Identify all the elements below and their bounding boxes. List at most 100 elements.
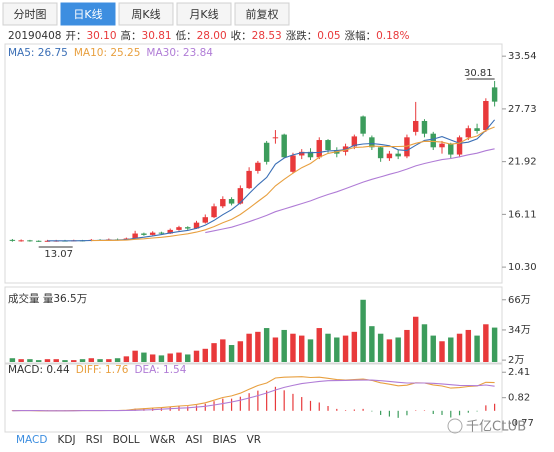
- volume-bar: [202, 348, 208, 362]
- volume-bar: [62, 360, 68, 362]
- indicator-tab[interactable]: ASI: [185, 434, 202, 446]
- candle-body: [167, 229, 173, 234]
- volume-bar: [158, 355, 165, 362]
- indicator-tab[interactable]: BOLL: [113, 434, 140, 446]
- volume-bar: [369, 326, 375, 362]
- min-label: 13.07: [44, 249, 73, 260]
- volume-bar: [474, 335, 480, 362]
- volume-bar: [141, 352, 147, 362]
- indicator-tab[interactable]: VR: [247, 434, 261, 446]
- quote-label: 高：: [121, 29, 142, 42]
- volume-bar: [228, 345, 235, 362]
- quote-line: 20190408 开：30.10 高：30.81 低：28.00 收：28.53 涨跌：0…: [8, 29, 409, 42]
- tab[interactable]: [234, 2, 290, 26]
- volume-bar: [351, 331, 358, 362]
- quote-value: 0.05: [317, 30, 340, 42]
- candle-body: [412, 120, 419, 132]
- quote-value: 0.18%: [376, 30, 409, 42]
- indicator-tab[interactable]: BIAS: [212, 434, 236, 446]
- volume-bar: [132, 350, 138, 362]
- tab[interactable]: [2, 2, 58, 26]
- indicator-tab[interactable]: W&R: [150, 434, 176, 446]
- candle-body: [421, 120, 428, 134]
- macd-title: MACD: 0.44 DIFF: 1.76 DEA: 1.54: [8, 364, 187, 376]
- tab-label[interactable]: 日K线: [73, 7, 102, 21]
- volume-bar: [185, 354, 191, 362]
- volume-title: 成交量 量36.5万: [8, 292, 87, 305]
- volume-bar: [377, 333, 384, 362]
- tab[interactable]: [176, 2, 232, 26]
- candle-body: [483, 101, 489, 131]
- candle-body: [316, 140, 322, 158]
- quote-label: 开：: [65, 30, 86, 42]
- candle-body: [185, 227, 191, 229]
- tab-label[interactable]: 分时图: [14, 8, 47, 21]
- y-tick-label: 34万: [508, 325, 531, 336]
- quote-label: 涨幅：: [345, 29, 377, 42]
- candle-body: [237, 188, 244, 204]
- quote-label: 收：: [231, 29, 252, 42]
- candle-body: [263, 142, 270, 162]
- quote-value: 30.81: [142, 30, 172, 42]
- legend-entry: MA30: 23.84: [146, 47, 213, 59]
- candle-body: [360, 116, 366, 134]
- volume-bar: [71, 360, 77, 362]
- volume-bar: [483, 324, 489, 362]
- indicator-tab[interactable]: RSI: [86, 434, 103, 446]
- candle-body: [149, 232, 156, 235]
- candle-body: [228, 199, 235, 204]
- y-tick-label: -0.77: [508, 418, 534, 429]
- indicator-tab[interactable]: KDJ: [57, 434, 75, 446]
- watermark-icon: [447, 418, 463, 434]
- volume-bar: [149, 354, 156, 362]
- legend-entry: DIFF: 1.76: [76, 364, 129, 376]
- volume-bar: [448, 337, 454, 362]
- candle-body: [290, 155, 296, 172]
- volume-bar: [176, 352, 182, 362]
- line: [205, 148, 495, 234]
- volume-bar: [27, 359, 33, 362]
- legend-entry: MA5: 26.75: [8, 47, 68, 59]
- candle-body: [44, 240, 51, 242]
- candle-body: [377, 147, 384, 159]
- candle-body: [439, 143, 445, 148]
- volume-bar: [255, 331, 261, 362]
- candle-body: [386, 153, 393, 159]
- volume-bar: [430, 335, 436, 362]
- volume-bar: [307, 339, 314, 362]
- tab[interactable]: [60, 2, 116, 26]
- legend: MA5: 26.75 MA10: 25.25 MA30: 23.84: [8, 47, 213, 59]
- candle-body: [395, 153, 401, 157]
- volume-bar: [360, 299, 366, 362]
- volume-bar: [325, 333, 331, 362]
- candle-body: [202, 217, 208, 223]
- candle-body: [404, 137, 410, 157]
- indicator-tab[interactable]: MACD: [16, 434, 47, 446]
- candle-body: [448, 143, 454, 155]
- candle-body: [176, 227, 182, 230]
- volume-bar: [334, 337, 340, 362]
- candle-body: [141, 233, 147, 235]
- volume-bar: [193, 350, 200, 362]
- quote-label: 涨跌：: [286, 29, 318, 42]
- tab-label[interactable]: 前复权: [246, 7, 279, 21]
- candle-body: [27, 240, 33, 242]
- candle-body: [369, 137, 375, 148]
- tab-label[interactable]: 周K线: [131, 7, 160, 21]
- volume-bar: [106, 359, 112, 362]
- quote-value: 30.10: [86, 30, 116, 42]
- volume-bar: [386, 339, 393, 362]
- tab-label[interactable]: 月K线: [189, 7, 218, 21]
- volume-bar: [465, 329, 472, 362]
- volume-bar: [272, 337, 279, 362]
- volume-bar: [237, 341, 244, 362]
- legend-entry: DEA: 1.54: [134, 364, 186, 376]
- max-label: 30.81: [464, 68, 493, 79]
- volume-bar: [263, 328, 270, 362]
- candle-body: [158, 232, 165, 234]
- candle-body: [456, 137, 463, 155]
- quote-label: 低：: [176, 29, 197, 42]
- tab[interactable]: [118, 2, 174, 26]
